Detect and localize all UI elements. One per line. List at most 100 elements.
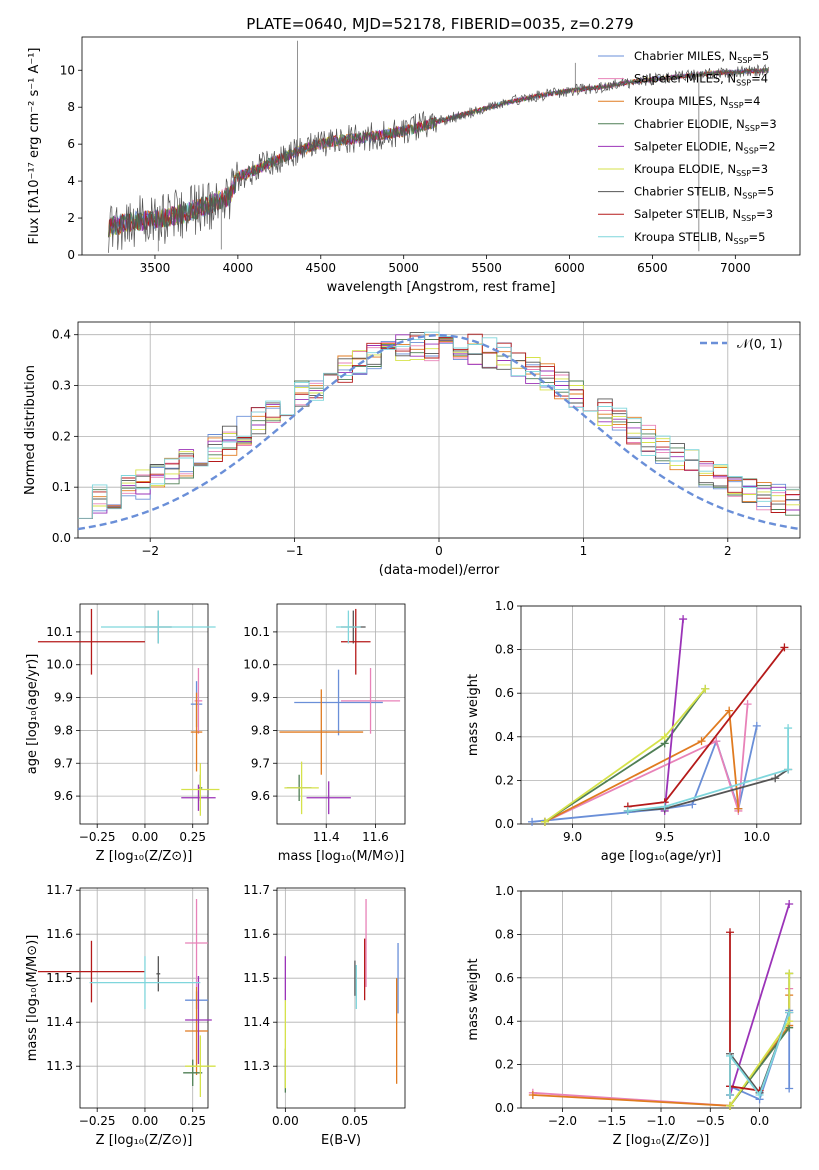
weight-marker (784, 765, 793, 774)
weight-line-kroupa-stelib (729, 1012, 791, 1097)
x-tick-label: 0 (435, 544, 443, 558)
plot-frame (77, 321, 801, 539)
y-tick-label: 6 (67, 137, 75, 151)
y-tick-label: 0.8 (495, 927, 514, 941)
weight-marker (660, 732, 669, 741)
y-axis-label: Flux [fλ10⁻¹⁷ erg cm⁻² s⁻¹ A⁻¹] (27, 48, 42, 245)
y-tick-label: 11.5 (46, 971, 73, 985)
weight-marker (528, 817, 537, 826)
y-tick-label: 0.3 (52, 379, 71, 393)
y-tick-label: 10.0 (46, 658, 73, 672)
x-tick-label: −1 (286, 544, 304, 558)
y-tick-label: 0.0 (495, 817, 514, 831)
plot-frame (276, 887, 406, 1109)
legend-label: Kroupa ELODIE, NSSP=3 (634, 162, 768, 178)
weight-marker (660, 802, 669, 811)
y-tick-label: 9.7 (251, 756, 270, 770)
x-axis-label: wavelength [Angstrom, rest frame] (327, 280, 556, 295)
weight-marker (726, 1051, 735, 1060)
y-tick-label: 9.9 (251, 691, 270, 705)
y-tick-label: 0.8 (495, 643, 514, 657)
y-tick-label: 10.0 (243, 658, 270, 672)
weight-marker (784, 724, 793, 733)
y-tick-label: 11.7 (243, 883, 270, 897)
x-tick-label: 0.00 (272, 1114, 299, 1128)
weight-marker (712, 737, 721, 746)
legend-label: Chabrier ELODIE, NSSP=3 (634, 117, 777, 133)
x-tick-label: 3500 (140, 261, 171, 275)
y-tick-label: 11.6 (46, 927, 73, 941)
x-tick-label: 0.05 (342, 1114, 369, 1128)
x-tick-label: 9.0 (563, 830, 582, 844)
y-tick-label: 0.6 (495, 971, 514, 985)
x-tick-label: −0.25 (79, 1114, 116, 1128)
x-axis-label: E(B-V) (321, 1133, 361, 1148)
legend-label: Kroupa MILES, NSSP=4 (634, 94, 760, 110)
plot-frame (79, 887, 209, 1109)
weight-marker (785, 969, 794, 978)
weight-line-kroupa-miles (544, 708, 740, 823)
x-tick-label: −1.5 (597, 1114, 626, 1128)
weight-marker (701, 684, 710, 693)
spectrum-legend: Chabrier MILES, NSSP=5 Salpeter MILES, NS… (598, 49, 777, 246)
age-vs-mass-panel: 11.4 11.6 9.6 9.7 9.8 9.9 10.0 10.1 mass [log₁₀(… (243, 603, 406, 864)
y-tick-label: 9.8 (54, 723, 73, 737)
y-axis-label: mass [log₁₀(M/M⊙)] (25, 935, 40, 1062)
histogram-kroupa-stelib (78, 331, 800, 519)
y-tick-label: 10.1 (243, 625, 270, 639)
y-tick-label: 0.4 (495, 1014, 514, 1028)
x-tick-label: −2 (141, 544, 159, 558)
legend-label: 𝒩(0, 1) (737, 336, 783, 351)
mass-vs-z-panel: −0.25 0.00 0.25 11.3 11.4 11.5 11.6 11.7 Z [log₁… (25, 883, 216, 1148)
weight-marker (623, 806, 632, 815)
weight-marker (679, 615, 688, 624)
x-axis-label: age [log₁₀(age/yr)] (601, 849, 722, 864)
x-tick-label: −0.5 (696, 1114, 725, 1128)
spectrum-panel: 3500 4000 4500 5000 5500 6000 6500 7000 0 2 4 6 8 10 w… (27, 36, 801, 295)
plot-frame (79, 603, 209, 825)
x-tick-label: 9.5 (655, 830, 674, 844)
x-tick-label: 0.25 (179, 1114, 206, 1128)
weight-line-kroupa-stelib (627, 728, 789, 812)
spectrum-line-chabrier-stelib (108, 63, 769, 253)
y-tick-label: 11.3 (243, 1059, 270, 1073)
weight-marker (697, 737, 706, 746)
y-tick-label: 9.7 (54, 756, 73, 770)
weight-marker (771, 774, 780, 783)
y-tick-label: 11.4 (243, 1015, 270, 1029)
weight-marker (726, 1090, 735, 1099)
age-vs-z-panel: −0.25 0.00 0.25 9.6 9.7 9.8 9.9 10.0 10.1 Z [log₁… (25, 603, 220, 864)
x-axis-label: Z [log₁₀(Z/Z⊙)] (96, 849, 193, 864)
legend-label: Kroupa STELIB, NSSP=5 (634, 230, 765, 246)
x-tick-label: 4000 (223, 261, 254, 275)
x-axis-label: mass [log₁₀(M/M⊙)] (278, 849, 405, 864)
x-tick-label: 0.0 (750, 1114, 769, 1128)
legend-label: Salpeter MILES, NSSP=4 (634, 72, 768, 88)
x-tick-label: 7000 (720, 261, 751, 275)
weight-marker (725, 706, 734, 715)
y-tick-label: 8 (67, 100, 75, 114)
x-tick-label: 4500 (306, 261, 337, 275)
x-tick-label: −1.0 (646, 1114, 675, 1128)
y-axis-label: Normed distribution (23, 365, 38, 495)
y-tick-label: 0.2 (495, 773, 514, 787)
weight-marker (726, 1101, 735, 1110)
y-tick-label: 11.7 (46, 883, 73, 897)
x-tick-label: 5500 (471, 261, 502, 275)
plot-frame (520, 890, 802, 1109)
x-tick-label: 6000 (554, 261, 585, 275)
weight-marker (540, 817, 549, 826)
y-tick-label: 4 (67, 174, 75, 188)
plot-frame (276, 603, 406, 825)
weight-marker (755, 1090, 764, 1099)
y-axis-label: mass weight (466, 958, 481, 1040)
y-tick-label: 11.4 (46, 1015, 73, 1029)
y-tick-label: 10 (60, 63, 75, 77)
legend-label: Chabrier MILES, NSSP=5 (634, 49, 769, 65)
y-tick-label: 2 (67, 211, 75, 225)
y-tick-label: 1.0 (495, 599, 514, 613)
y-tick-label: 0.6 (495, 686, 514, 700)
x-tick-label: 5000 (388, 261, 419, 275)
y-axis-label: age [log₁₀(age/yr)] (25, 654, 40, 775)
